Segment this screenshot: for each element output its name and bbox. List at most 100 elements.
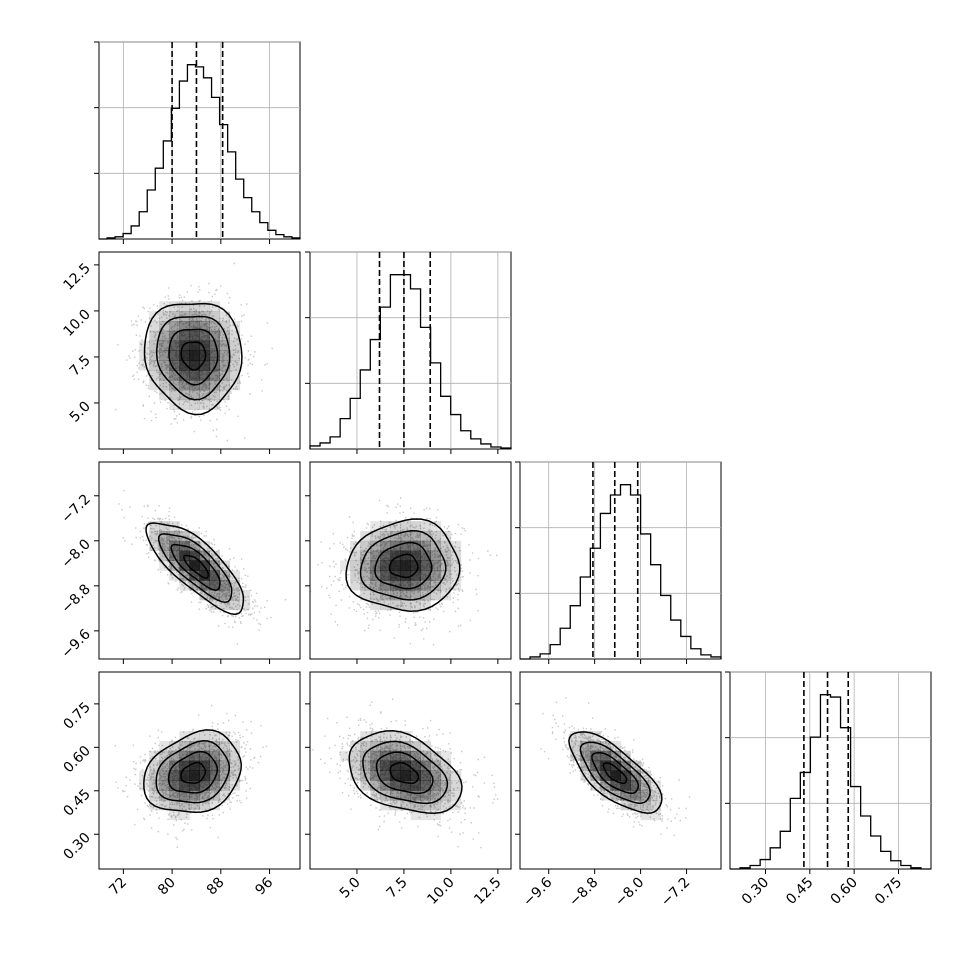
density-cell [380, 770, 391, 781]
density-cell [169, 800, 180, 811]
density-cell [189, 360, 200, 371]
panel-content [312, 698, 499, 849]
density-cell [410, 800, 421, 811]
density-cell [360, 740, 371, 752]
density-cell [189, 540, 200, 552]
density-cell [420, 570, 431, 581]
y-tick-label: 0.45 [60, 786, 93, 819]
density-cell [410, 760, 421, 771]
density-cell [640, 780, 652, 791]
density-cell [370, 580, 381, 591]
density-cell [400, 780, 411, 791]
density-cell [169, 560, 180, 571]
density-cell [179, 399, 190, 410]
density-cell [390, 530, 401, 542]
density-cell [600, 760, 611, 771]
density-cell [209, 330, 220, 342]
density-cell [430, 750, 442, 762]
x-tick-label: 88 [204, 875, 228, 899]
density-cell [340, 750, 351, 762]
y-tick-label: 10.0 [60, 306, 93, 339]
contour-line [183, 554, 209, 579]
density-cell [199, 360, 210, 371]
density-cell [420, 790, 431, 801]
density-cell [380, 570, 391, 581]
density-cell [169, 350, 180, 361]
y-tick-label: 7.5 [67, 352, 94, 379]
density-cell [169, 750, 180, 762]
density-cell [430, 530, 442, 542]
density-cell [159, 770, 170, 781]
density-cell [390, 790, 401, 801]
panel-frame [519, 671, 722, 870]
panel-frame [98, 671, 301, 870]
density-cell [400, 530, 411, 542]
density-cell [159, 330, 170, 342]
density-cell [189, 301, 200, 312]
x-tick-label: 10.0 [424, 875, 457, 908]
density-cell [169, 790, 180, 801]
density-cell [159, 760, 170, 771]
density-cell [410, 570, 421, 581]
density-cell [410, 780, 421, 791]
y-tick-label: 12.5 [60, 260, 93, 293]
density-cell [390, 740, 401, 752]
hist-panel-3 [725, 671, 932, 870]
density-cell [199, 301, 210, 312]
density-cell [199, 731, 210, 742]
density-cell [380, 731, 391, 742]
x-tick-label: 12.5 [471, 875, 504, 908]
density-cell [420, 560, 431, 571]
density-cell [570, 750, 581, 762]
density-cell [580, 750, 591, 762]
contour-line [155, 740, 231, 804]
density-cell [410, 599, 421, 611]
density-cell [640, 770, 652, 781]
density-cell [209, 311, 220, 322]
density-cell [390, 800, 401, 811]
density-cell [610, 770, 621, 781]
x-tick-label: 0.30 [739, 875, 772, 908]
scatter-panel-3-2 [519, 671, 722, 870]
density-cell [179, 350, 190, 361]
density-cell [630, 790, 641, 801]
density-cell [630, 780, 641, 791]
density-cell [450, 790, 462, 801]
contour-line [180, 761, 207, 784]
density-cell [440, 540, 452, 552]
density-cell [169, 340, 180, 351]
density-cell [209, 360, 220, 371]
density-cell [219, 330, 231, 342]
contour-line [168, 328, 219, 386]
density-cell [149, 770, 160, 781]
y-tick-label: 0.75 [60, 699, 93, 732]
density-cell [430, 770, 442, 781]
density-cell [410, 530, 421, 542]
density-cell [179, 320, 190, 332]
density-cell [600, 750, 611, 762]
density-cell [350, 550, 361, 561]
panel-content [115, 262, 273, 442]
density-cell [410, 521, 421, 532]
density-cell [450, 570, 462, 581]
density-cell [410, 580, 421, 591]
panel-content [310, 497, 498, 646]
density-cell [239, 590, 251, 601]
density-cell [199, 790, 210, 801]
x-tick-label: 0.45 [783, 875, 816, 908]
density-cell [149, 530, 160, 542]
density-cell [380, 750, 391, 762]
density-cell [370, 770, 381, 781]
density-cell [209, 340, 220, 351]
density-cell [229, 760, 241, 771]
density-cell [149, 370, 160, 381]
density-cell [199, 330, 210, 342]
density-cell [199, 560, 210, 571]
density-cell [149, 760, 160, 771]
density-cell [219, 740, 231, 752]
density-cell [169, 330, 180, 342]
density-cell [600, 790, 611, 801]
density-cell [159, 380, 170, 391]
density-cell [440, 780, 452, 791]
contour-line [568, 731, 663, 814]
